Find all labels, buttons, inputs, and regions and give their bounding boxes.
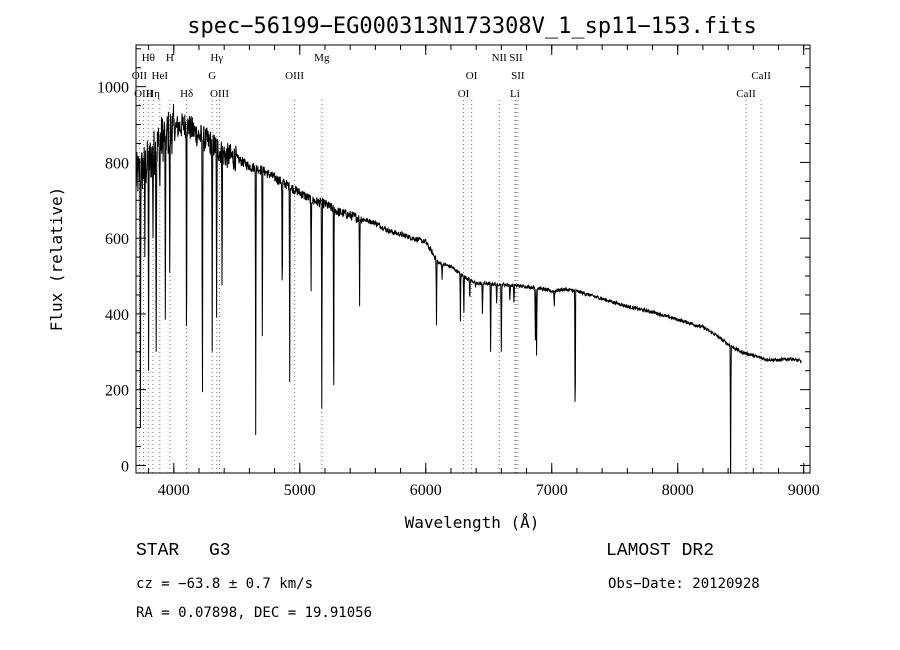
y-tick-label: 0	[121, 458, 129, 475]
line-marker-label: OII	[132, 70, 148, 82]
y-tick-label: 400	[105, 307, 129, 324]
line-marker-label: OI	[458, 88, 470, 100]
line-marker-label: Hθ	[142, 52, 155, 64]
line-marker-label: Mg	[314, 52, 330, 64]
observation-date: Obs−Date: 20120928	[608, 576, 760, 592]
x-tick-label: 5000	[284, 482, 316, 499]
y-tick-label: 200	[105, 383, 129, 400]
x-axis-label: Wavelength (Å)	[405, 513, 540, 532]
chart-title: spec−56199−EG000313N173308V_1_sp11−153.f…	[187, 14, 757, 39]
line-marker-label: OIII	[210, 88, 229, 100]
line-marker-label: CaII	[751, 70, 771, 82]
line-marker-label: OIII	[285, 70, 304, 82]
x-tick-label: 8000	[662, 482, 694, 499]
plot-frame	[135, 44, 811, 474]
line-marker-label: Hδ	[180, 88, 193, 100]
line-marker-label: SII	[511, 70, 525, 82]
y-axis-ticks: 0 200 400 600 800 1000	[97, 48, 810, 475]
y-tick-label: 800	[105, 155, 129, 172]
line-marker-label: CaII	[736, 88, 756, 100]
x-tick-label: 7000	[536, 482, 568, 499]
x-tick-label: 4000	[158, 482, 190, 499]
object-subclass: G3	[209, 541, 231, 561]
coordinates: RA = 0.07898, DEC = 19.91056	[136, 605, 373, 621]
object-class: STAR	[136, 541, 180, 561]
line-marker-label: Hγ	[210, 52, 223, 64]
line-marker-label: HeI	[152, 70, 169, 82]
y-axis-label: Flux (relative)	[47, 187, 66, 332]
line-marker-label: NII	[492, 52, 508, 64]
line-marker-label: SII	[509, 52, 523, 64]
line-marker-label: OI	[466, 70, 478, 82]
line-marker-label: OIII	[134, 88, 153, 100]
y-tick-label: 1000	[97, 80, 129, 97]
y-tick-label: 600	[105, 231, 129, 248]
line-marker-label: Hη	[146, 88, 160, 100]
line-marker-label: Li	[510, 88, 520, 100]
redshift-velocity: cz = −63.8 ± 0.7 km/s	[136, 576, 314, 592]
line-marker-label: G	[208, 70, 216, 82]
spectrum-series	[136, 104, 802, 473]
x-axis-ticks: 4000 5000 6000 7000 8000 9000	[148, 45, 820, 499]
x-tick-label: 6000	[410, 482, 442, 499]
line-marker-label: H	[166, 52, 174, 64]
survey-name: LAMOST DR2	[606, 541, 715, 561]
spectrum-line	[136, 104, 802, 473]
x-tick-label: 9000	[788, 482, 820, 499]
